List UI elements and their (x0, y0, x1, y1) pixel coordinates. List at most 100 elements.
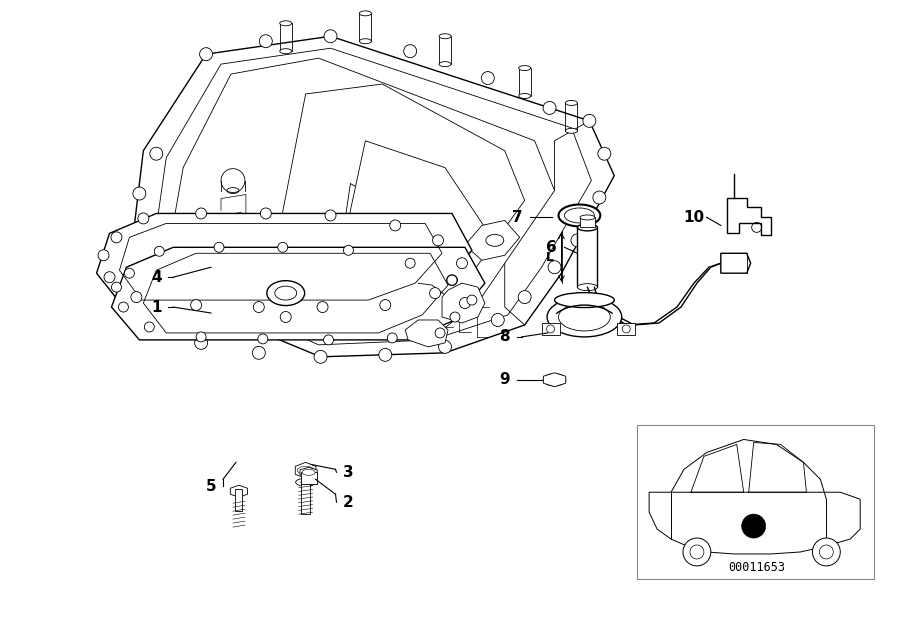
Bar (580, 217, 595, 227)
Bar (302, 485, 310, 514)
Ellipse shape (359, 11, 372, 16)
Circle shape (144, 322, 154, 332)
Ellipse shape (296, 478, 316, 486)
Text: 2: 2 (343, 495, 354, 510)
Ellipse shape (548, 377, 561, 383)
Ellipse shape (565, 128, 578, 133)
Circle shape (813, 538, 841, 566)
Bar (617, 323, 635, 335)
Circle shape (154, 246, 165, 257)
Ellipse shape (580, 215, 595, 220)
Circle shape (130, 291, 142, 302)
Polygon shape (230, 485, 248, 497)
Ellipse shape (266, 281, 304, 305)
Text: 3: 3 (343, 465, 354, 480)
Polygon shape (405, 320, 448, 347)
Ellipse shape (518, 93, 531, 98)
Polygon shape (171, 58, 554, 337)
Circle shape (214, 243, 224, 252)
Circle shape (221, 169, 245, 192)
Circle shape (435, 328, 445, 338)
Circle shape (137, 244, 149, 257)
Ellipse shape (565, 100, 578, 105)
Circle shape (447, 275, 457, 285)
Circle shape (124, 268, 134, 278)
Circle shape (405, 258, 415, 268)
Circle shape (690, 545, 704, 559)
Ellipse shape (297, 466, 314, 474)
Circle shape (491, 314, 504, 326)
Circle shape (252, 346, 266, 359)
Ellipse shape (274, 286, 297, 300)
Circle shape (482, 72, 494, 84)
Circle shape (104, 272, 115, 283)
Circle shape (742, 514, 766, 538)
Circle shape (390, 220, 400, 231)
Ellipse shape (564, 208, 594, 223)
Circle shape (819, 545, 833, 559)
Bar (236, 489, 242, 511)
Polygon shape (246, 84, 525, 330)
Circle shape (191, 300, 202, 311)
Circle shape (467, 295, 477, 305)
Circle shape (195, 208, 207, 219)
Ellipse shape (301, 480, 310, 485)
Circle shape (257, 334, 268, 344)
Ellipse shape (280, 49, 292, 54)
Circle shape (194, 337, 208, 349)
Circle shape (160, 286, 173, 300)
Circle shape (324, 30, 337, 43)
Ellipse shape (544, 374, 565, 385)
Circle shape (683, 538, 711, 566)
Circle shape (112, 282, 122, 292)
Circle shape (325, 210, 336, 221)
Text: 6: 6 (546, 240, 557, 255)
Circle shape (433, 235, 444, 246)
Text: 5: 5 (206, 479, 216, 494)
Polygon shape (112, 247, 485, 340)
Circle shape (404, 44, 417, 58)
Circle shape (111, 232, 122, 243)
Ellipse shape (439, 62, 451, 67)
Text: L: L (545, 251, 554, 264)
Circle shape (260, 208, 271, 219)
Bar (301, 472, 317, 485)
Bar (542, 323, 560, 335)
Circle shape (450, 312, 460, 322)
Text: 1: 1 (151, 300, 161, 314)
Polygon shape (544, 373, 566, 387)
Bar (637, 425, 874, 579)
Circle shape (149, 147, 163, 160)
Circle shape (598, 147, 611, 160)
Ellipse shape (439, 34, 451, 39)
Ellipse shape (280, 21, 292, 26)
Bar (578, 227, 598, 287)
Circle shape (379, 349, 392, 361)
Circle shape (200, 48, 212, 60)
Circle shape (196, 332, 206, 342)
Circle shape (456, 258, 467, 269)
Ellipse shape (554, 293, 615, 307)
Text: 8: 8 (500, 330, 510, 344)
Polygon shape (649, 492, 860, 554)
Circle shape (593, 191, 606, 204)
Circle shape (278, 243, 288, 252)
Ellipse shape (547, 297, 622, 337)
Circle shape (583, 114, 596, 128)
Circle shape (324, 335, 334, 345)
Polygon shape (343, 141, 485, 283)
Circle shape (429, 288, 440, 298)
Circle shape (317, 302, 328, 312)
Circle shape (133, 187, 146, 200)
Circle shape (259, 35, 273, 48)
Circle shape (548, 261, 561, 274)
Circle shape (314, 351, 327, 363)
Circle shape (438, 340, 452, 353)
Ellipse shape (359, 39, 372, 44)
Ellipse shape (518, 65, 531, 70)
Circle shape (254, 302, 265, 312)
Ellipse shape (559, 303, 610, 331)
Polygon shape (721, 253, 751, 273)
Circle shape (571, 234, 584, 247)
Ellipse shape (578, 284, 598, 291)
